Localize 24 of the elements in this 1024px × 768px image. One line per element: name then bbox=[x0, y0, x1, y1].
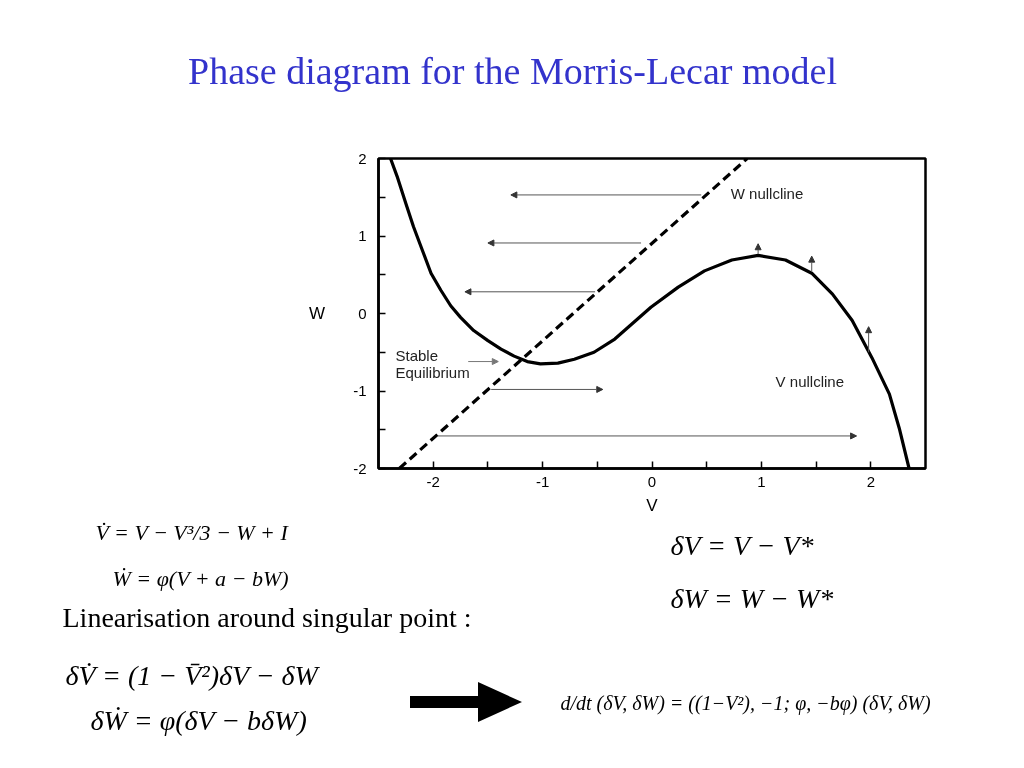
x-tick-label: 2 bbox=[866, 472, 875, 490]
text: δV̇ = (1 − V̄²)δV − δW bbox=[65, 660, 321, 691]
text: Ẇ = φ(V + a − bW) bbox=[112, 566, 289, 591]
y-tick-label: 0 bbox=[358, 304, 367, 322]
text: V̇ = V − V³/3 − W + I bbox=[95, 520, 290, 545]
y-tick-label: 1 bbox=[358, 227, 367, 244]
x-tick-label: -2 bbox=[426, 472, 440, 490]
y-tick-label: -1 bbox=[353, 382, 367, 399]
x-tick-label: -1 bbox=[535, 472, 550, 490]
annotation: Stable Equilibrium bbox=[395, 346, 470, 381]
text: Linearisation around singular point : bbox=[62, 602, 472, 633]
series-label: W nullcline bbox=[730, 185, 804, 203]
text: V nullcline bbox=[775, 372, 844, 390]
x-tick-label: 0 bbox=[647, 472, 657, 490]
text: d/dt (δV, δW) = ((1−V²), −1; φ, −bφ) (δV, δW) bbox=[560, 691, 932, 715]
text: δV = V − V* bbox=[670, 530, 814, 561]
text: δW = W − W* bbox=[670, 583, 834, 614]
y-axis-title: W bbox=[309, 304, 326, 323]
y-tick-label: 2 bbox=[358, 149, 367, 167]
text: δẆ = φ(δV − bδW) bbox=[90, 705, 307, 736]
x-axis-title: V bbox=[646, 495, 659, 515]
y-tick-label: -2 bbox=[353, 459, 367, 477]
x-tick-label: 1 bbox=[757, 472, 766, 490]
chart-title: Phase diagram for the Morris-Lecar model bbox=[188, 49, 837, 92]
